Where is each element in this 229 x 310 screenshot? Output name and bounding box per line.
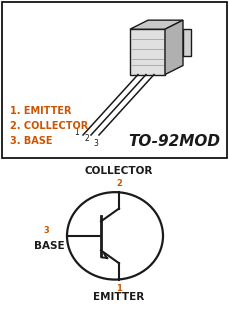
Polygon shape xyxy=(182,29,190,56)
Text: 3. BASE: 3. BASE xyxy=(10,136,52,146)
Text: BASE: BASE xyxy=(34,241,65,251)
Polygon shape xyxy=(164,20,182,75)
Text: 3: 3 xyxy=(43,226,49,235)
Polygon shape xyxy=(129,20,182,29)
Text: 2: 2 xyxy=(116,179,121,188)
Text: 1: 1 xyxy=(116,284,121,293)
Text: 1. EMITTER: 1. EMITTER xyxy=(10,106,71,116)
Polygon shape xyxy=(129,29,164,75)
Text: COLLECTOR: COLLECTOR xyxy=(85,166,153,176)
Text: EMITTER: EMITTER xyxy=(93,292,144,302)
Text: TO-92MOD: TO-92MOD xyxy=(128,134,219,149)
Text: 2. COLLECTOR: 2. COLLECTOR xyxy=(10,121,88,131)
Text: 2: 2 xyxy=(84,134,89,143)
Text: 3: 3 xyxy=(93,139,98,148)
Text: 1: 1 xyxy=(74,128,79,138)
